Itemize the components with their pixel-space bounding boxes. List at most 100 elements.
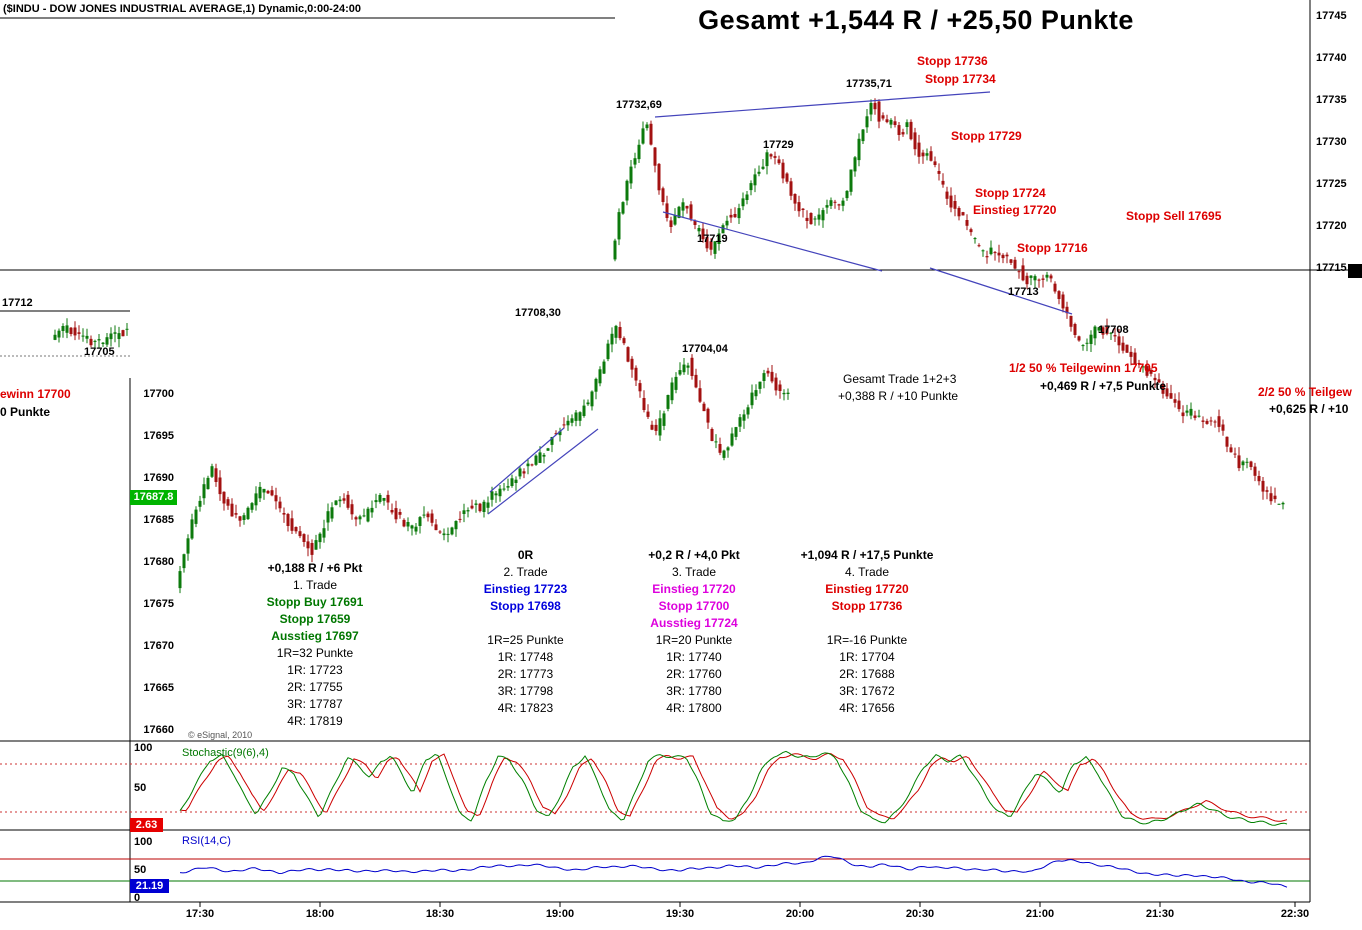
price-axis-label-left: 17660 [143, 724, 174, 736]
chart-annotation: Stopp Sell 17695 [1126, 209, 1222, 223]
trade-line: +1,094 R / +17,5 Punkte [800, 548, 934, 562]
copyright-text: © eSignal, 2010 [188, 730, 253, 740]
trade-line: 4R: 17800 [666, 701, 722, 715]
chart-annotation: 17712 [2, 297, 33, 309]
time-axis-label: 20:30 [905, 908, 935, 920]
price-axis-label-right: 17730 [1316, 136, 1347, 148]
trade-line: 3R: 17787 [287, 697, 343, 711]
stochastic-axis-label: 50 [134, 782, 147, 794]
trade-line: 1R=-16 Punkte [826, 633, 908, 647]
time-axis-label: 19:00 [545, 908, 575, 920]
chart-annotation: ewinn 17700 [0, 387, 71, 401]
chart-annotation: Stopp 17729 [951, 129, 1022, 143]
trade-line: 2R: 17688 [839, 667, 895, 681]
trade-line: 1R=25 Punkte [487, 633, 564, 647]
chart-annotation: Stopp 17716 [1017, 241, 1088, 255]
trade-line: 1R=20 Punkte [655, 633, 733, 647]
trade-line: Stopp 17736 [831, 599, 903, 613]
trade-line: 1R: 17740 [666, 650, 722, 664]
price-axis-label-right: 17735 [1316, 94, 1347, 106]
chart-annotation: +0,388 R / +10 Punkte [838, 389, 959, 403]
candlestick-series-left-fragment [53, 318, 129, 350]
price-axis-label-left: 17685 [143, 514, 174, 526]
trade-line: Stopp 17659 [279, 612, 351, 626]
chart-annotation: 2/2 50 % Teilgew [1258, 385, 1352, 399]
trade-line: Ausstieg 17724 [650, 616, 738, 630]
chart-annotation: 1/2 50 % Teilgewinn 17705 [1009, 361, 1158, 375]
rsi-value-badge: 21.19 [130, 879, 169, 893]
trade-line [458, 615, 593, 632]
chart-annotation: 17705 [84, 346, 115, 358]
trade-line: 3R: 17780 [666, 684, 722, 698]
trade-line: 2R: 17755 [287, 680, 343, 694]
trade-line: 2. Trade [503, 565, 548, 579]
time-axis-label: 20:00 [785, 908, 815, 920]
trade-line: 1R: 17704 [839, 650, 895, 664]
time-axis-label: 18:30 [425, 908, 455, 920]
chart-annotation: +0,625 R / +10 [1269, 402, 1349, 416]
price-axis-label-right: 17725 [1316, 178, 1347, 190]
trade-line: +0,2 R / +4,0 Pkt [648, 548, 740, 562]
time-axis-label: 22:30 [1280, 908, 1310, 920]
trade-line: 4R: 17656 [839, 701, 895, 715]
trade-line: 3R: 17798 [497, 684, 554, 698]
trade-line: 1R: 17748 [497, 650, 554, 664]
price-axis-label-right: 17745 [1316, 10, 1347, 22]
stochastic-label: Stochastic(9(6),4) [182, 747, 269, 759]
chart-annotation: 17735,71 [846, 78, 892, 90]
trade-summary-block-2: 0R 2. Trade Einstieg 17723 Stopp 17698 1R=25… [458, 547, 593, 717]
stochastic-axis-label: 100 [134, 742, 153, 754]
trade-line: 1. Trade [292, 578, 338, 592]
chart-annotation: +0,469 R / +7,5 Punkte [1040, 379, 1167, 393]
price-axis-label-left: 17695 [143, 430, 174, 442]
price-axis-label-right: 17740 [1316, 52, 1347, 64]
trade-line: 3. Trade [671, 565, 717, 579]
last-price-badge: 17687.8 [130, 490, 177, 505]
stochastic-line-red [179, 752, 1288, 822]
trade-line [778, 615, 956, 632]
rsi-label: RSI(14,C) [182, 835, 231, 847]
rsi-axis-label: 100 [134, 836, 153, 848]
rsi-axis-label: 50 [134, 864, 147, 876]
trade-line: 4R: 17823 [497, 701, 554, 715]
stochastic-value-badge: 2.63 [130, 818, 163, 832]
trade-line: Stopp Buy 17691 [266, 595, 364, 609]
trade-line: 0R [517, 548, 534, 562]
stochastic-line-green [179, 750, 1288, 826]
time-axis-label: 19:30 [665, 908, 695, 920]
chart-annotation: 0 Punkte [0, 405, 51, 419]
time-axis-label: 21:30 [1145, 908, 1175, 920]
trade-line: 2R: 17760 [666, 667, 722, 681]
trade-line: Einstieg 17720 [652, 582, 736, 596]
trade-line: Ausstieg 17697 [271, 629, 359, 643]
chart-annotation: 17708,30 [515, 307, 561, 319]
price-axis-label-left: 17700 [143, 388, 174, 400]
trade-line: Stopp 17698 [490, 599, 561, 613]
trade-line: Stopp 17700 [658, 599, 730, 613]
candlestick-series-late-session [613, 98, 1285, 510]
time-axis-label: 21:00 [1025, 908, 1055, 920]
trade-line: Einstieg 17720 [825, 582, 909, 596]
chart-annotation: 17732,69 [616, 99, 662, 111]
trade-line: Einstieg 17723 [483, 582, 568, 596]
chart-annotation: Gesamt Trade 1+2+3 [843, 372, 957, 386]
chart-annotation: Einstieg 17720 [973, 203, 1057, 217]
trade-line: 1R=32 Punkte [276, 646, 354, 660]
trade-line: 1R: 17723 [287, 663, 343, 677]
price-axis-label-right: 17720 [1316, 220, 1347, 232]
price-axis-label-left: 17690 [143, 472, 174, 484]
chart-annotation: 17704,04 [682, 343, 728, 355]
trade-line: 4R: 17819 [287, 714, 343, 728]
price-level-marker [1348, 264, 1362, 278]
time-axis-label: 17:30 [185, 908, 215, 920]
trendlines [487, 91, 1073, 515]
chart-annotation: Stopp 17736 [917, 54, 988, 68]
trade-line: 2R: 17773 [497, 667, 554, 681]
price-axis-label-left: 17670 [143, 640, 174, 652]
trade-line: 4. Trade [844, 565, 890, 579]
price-axis-label-left: 17675 [143, 598, 174, 610]
chart-annotation: Stopp 17734 [925, 72, 996, 86]
rsi-axis-label: 0 [134, 892, 141, 904]
